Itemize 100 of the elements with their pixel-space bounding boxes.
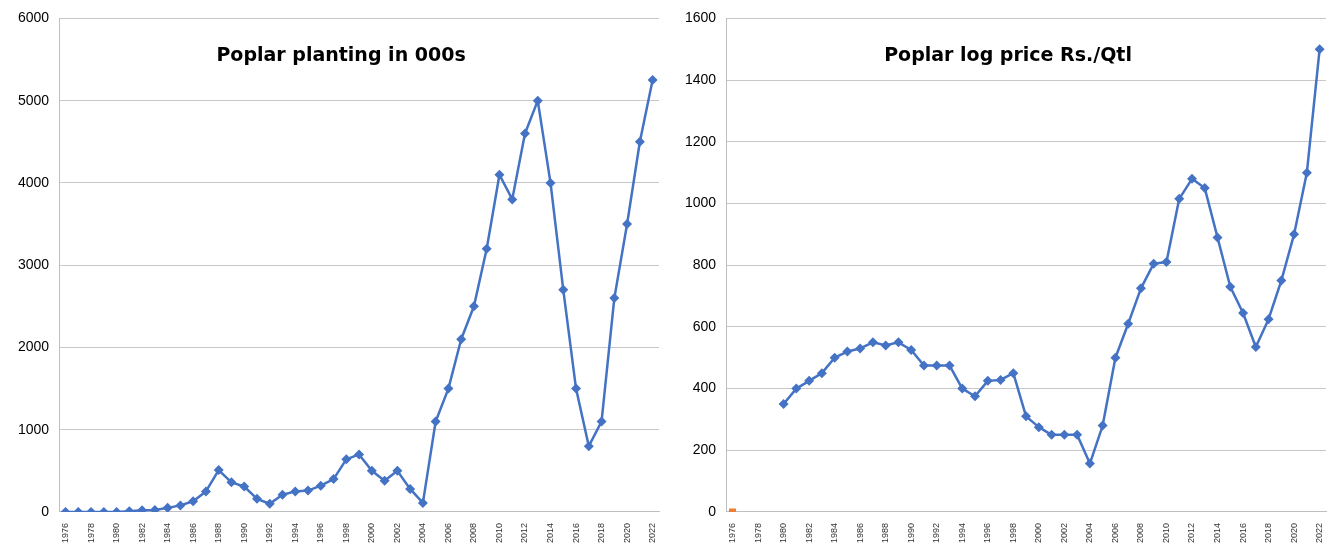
x-tick-label: 1982: [803, 522, 814, 544]
x-tick-label: 2022: [1314, 522, 1325, 544]
point: [609, 293, 620, 304]
x-tick-label: 1980: [778, 522, 789, 544]
x-tick-label: 2006: [1109, 522, 1120, 544]
point: [545, 177, 556, 188]
point: [226, 477, 237, 488]
point: [507, 194, 518, 205]
x-tick-label: 1976: [727, 522, 738, 544]
x-tick-label: 2022: [647, 522, 658, 544]
y-tick-label: 400: [692, 379, 717, 396]
point: [1123, 318, 1134, 329]
point: [290, 486, 301, 497]
y-tick-label: 200: [692, 441, 717, 458]
point: [778, 399, 789, 410]
point: [162, 502, 173, 512]
point: [405, 483, 416, 494]
x-tick-label: 2014: [545, 522, 555, 544]
x-tick-label: 1988: [213, 522, 224, 544]
point: [1161, 257, 1172, 268]
point: [867, 337, 878, 348]
point: [1021, 411, 1032, 422]
x-tick-label: 1990: [905, 522, 916, 544]
point: [1212, 232, 1223, 243]
point: [519, 128, 530, 139]
point: [175, 500, 186, 511]
point: [944, 360, 955, 371]
y-tick-label: 1400: [684, 70, 717, 87]
point: [277, 489, 288, 500]
x-tick-label: 2002: [391, 522, 402, 544]
point: [982, 375, 993, 386]
point: [430, 416, 441, 427]
x-tick-label: 2000: [366, 522, 377, 544]
point: [1059, 429, 1070, 440]
y-tick-label: 600: [692, 317, 717, 334]
point: [1238, 308, 1249, 319]
y-tick-label: 1200: [684, 132, 717, 149]
point: [379, 475, 390, 486]
x-tick-label: 1990: [238, 522, 249, 544]
point: [571, 383, 582, 394]
x-tick-label: 1976: [60, 522, 71, 544]
x-tick-label: 2004: [417, 522, 428, 544]
y-tick-label: 1000: [17, 420, 50, 437]
point: [188, 496, 199, 507]
point: [1148, 258, 1159, 269]
point: [1033, 422, 1044, 433]
point: [328, 474, 339, 485]
x-tick-label: 2002: [1058, 522, 1069, 544]
y-tick-label: 4000: [17, 173, 50, 190]
x-tick-label: 1996: [982, 522, 993, 544]
point: [341, 454, 352, 465]
point: [970, 391, 981, 402]
point: [558, 284, 569, 295]
x-tick-label: 1982: [136, 522, 147, 544]
point: [647, 75, 658, 86]
point: [239, 481, 250, 492]
x-tick-label: 1998: [1007, 522, 1018, 544]
point: [1084, 458, 1095, 469]
point: [893, 337, 904, 348]
point: [804, 375, 815, 386]
x-tick-label: 2016: [1237, 522, 1248, 544]
point: [596, 416, 607, 427]
x-tick-label: 1992: [931, 522, 942, 544]
x-tick-label: 2018: [596, 522, 607, 544]
x-tick-label: 1984: [829, 522, 840, 544]
x-tick-label: 1998: [340, 522, 351, 544]
point: [1263, 314, 1274, 325]
x-tick-label: 1994: [956, 522, 967, 544]
point: [1135, 283, 1146, 294]
x-tick-label: 2010: [1160, 522, 1171, 544]
x-tick-label: 2010: [493, 522, 504, 544]
point: [1097, 420, 1108, 431]
point: [200, 486, 211, 497]
point: [957, 383, 968, 394]
x-tick-label: 2020: [621, 522, 632, 544]
point: [481, 243, 492, 254]
point: [443, 383, 454, 394]
point: [816, 368, 827, 379]
point: [532, 95, 543, 106]
x-tick-label: 2018: [1263, 522, 1274, 544]
y-tick-label: 5000: [17, 91, 50, 108]
x-tick-label: 2000: [1033, 522, 1044, 544]
x-tick-label: 1988: [880, 522, 891, 544]
point: [303, 485, 314, 496]
y-tick-label: 6000: [17, 9, 50, 26]
point: [494, 169, 505, 180]
point: [583, 441, 594, 452]
x-tick-label: 1996: [315, 522, 326, 544]
y-tick-label: 1000: [684, 194, 717, 211]
point: [1174, 193, 1185, 204]
x-tick-label: 1984: [162, 522, 173, 544]
point: [906, 345, 917, 356]
point: [456, 334, 467, 345]
point: [264, 498, 275, 509]
y-tick-label: 800: [692, 256, 717, 273]
point: [417, 497, 428, 508]
x-tick-label: 2004: [1084, 522, 1095, 544]
x-tick-label: 1986: [187, 522, 198, 544]
point: [931, 360, 942, 371]
point: [1289, 229, 1300, 240]
